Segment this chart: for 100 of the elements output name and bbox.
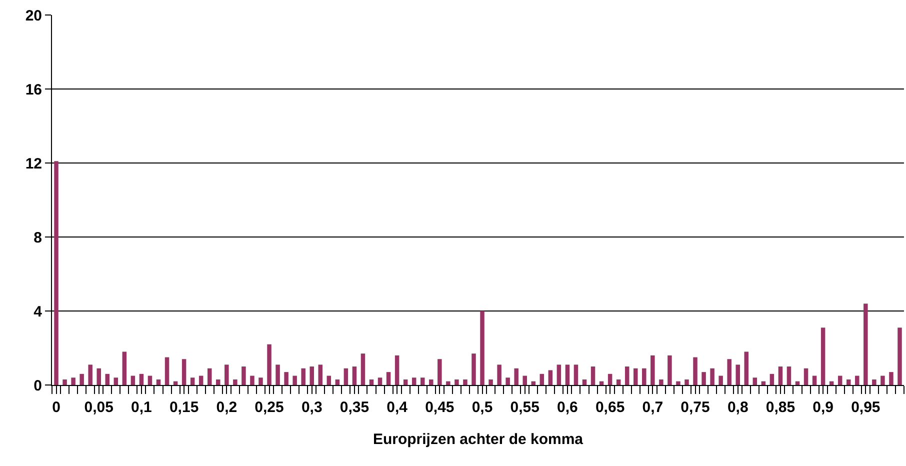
bar — [148, 376, 152, 385]
bar — [718, 376, 723, 385]
bar — [480, 311, 484, 385]
y-tick-label: 8 — [34, 229, 42, 246]
bar — [403, 379, 408, 385]
bar — [105, 374, 110, 385]
bar — [284, 372, 288, 385]
bar — [446, 381, 450, 385]
bar — [258, 378, 263, 385]
bar — [276, 364, 280, 385]
x-tick-label: 0,8 — [727, 399, 748, 416]
bar — [429, 379, 434, 385]
bar — [386, 372, 391, 385]
bar — [820, 328, 826, 385]
bar — [156, 379, 161, 385]
bar — [676, 381, 680, 385]
bar — [326, 376, 332, 385]
bar — [497, 364, 502, 385]
bar — [472, 354, 476, 385]
x-tick-label: 0,35 — [340, 399, 370, 416]
x-tick-label: 0,1 — [131, 399, 152, 416]
bar — [752, 378, 758, 385]
bar — [846, 379, 851, 385]
x-tick-label: 0,6 — [557, 399, 578, 416]
bar — [71, 378, 76, 385]
bar — [250, 376, 254, 385]
bar — [812, 376, 817, 385]
x-tick-label: 0,95 — [851, 399, 880, 416]
bar — [642, 368, 646, 385]
x-tick-label: 0,25 — [254, 399, 284, 416]
bar — [898, 328, 902, 385]
x-tick-label: 0,85 — [766, 399, 796, 416]
bar — [786, 366, 792, 385]
bar — [114, 378, 118, 385]
bar — [310, 366, 314, 385]
bar — [889, 372, 894, 385]
bar — [624, 366, 630, 385]
x-tick-label: 0,4 — [386, 399, 408, 416]
bar — [710, 368, 714, 385]
bar — [582, 379, 587, 385]
bar — [122, 352, 127, 385]
bar — [778, 366, 783, 385]
x-tick-label: 0 — [52, 399, 60, 416]
bar — [224, 364, 229, 385]
bar — [292, 376, 297, 385]
bar — [522, 376, 527, 385]
x-tick-label: 0,5 — [472, 399, 493, 416]
y-tick-label: 0 — [34, 377, 42, 394]
y-tick-label: 20 — [25, 7, 42, 24]
bar — [88, 364, 92, 385]
bar — [360, 354, 366, 385]
x-tick-label: 0,2 — [216, 399, 238, 416]
bar — [556, 364, 562, 385]
bar — [54, 161, 58, 385]
x-tick-label: 0,7 — [642, 399, 664, 416]
bar — [301, 368, 306, 385]
bar — [838, 376, 842, 385]
bar — [514, 368, 518, 385]
bar — [574, 364, 578, 385]
bar — [744, 352, 749, 385]
bar — [684, 379, 689, 385]
x-tick-label: 0,3 — [301, 399, 322, 416]
x-axis-title: Europrijzen achter de komma — [372, 431, 584, 448]
bar — [540, 374, 544, 385]
bar — [96, 368, 101, 385]
bar — [242, 366, 246, 385]
bar — [394, 355, 400, 385]
bar — [565, 364, 570, 385]
bar — [488, 379, 493, 385]
bar — [454, 379, 459, 385]
bar — [616, 379, 621, 385]
x-tick-label: 0,65 — [595, 399, 625, 416]
x-tick-label: 0,05 — [84, 399, 114, 416]
bar — [506, 378, 510, 385]
bar — [267, 344, 272, 385]
bar — [80, 374, 84, 385]
bar — [216, 379, 220, 385]
bar — [233, 379, 238, 385]
x-tick-label: 0,9 — [812, 399, 834, 416]
bar — [335, 379, 340, 385]
bar — [412, 378, 416, 385]
bar — [352, 366, 357, 385]
bar — [378, 378, 382, 385]
bar — [727, 359, 732, 385]
bar — [198, 376, 204, 385]
bar — [62, 379, 67, 385]
bar — [463, 379, 468, 385]
x-tick-label: 0,55 — [510, 399, 540, 416]
bar — [864, 304, 868, 385]
x-tick-label: 0,75 — [680, 399, 710, 416]
bar — [736, 364, 740, 385]
bar — [659, 379, 664, 385]
bar — [650, 355, 655, 385]
bar — [438, 359, 442, 385]
bar — [608, 374, 612, 385]
bar — [668, 355, 672, 385]
y-tick-label: 16 — [25, 81, 42, 98]
bar — [693, 357, 698, 385]
bar — [369, 379, 374, 385]
bar — [770, 374, 774, 385]
